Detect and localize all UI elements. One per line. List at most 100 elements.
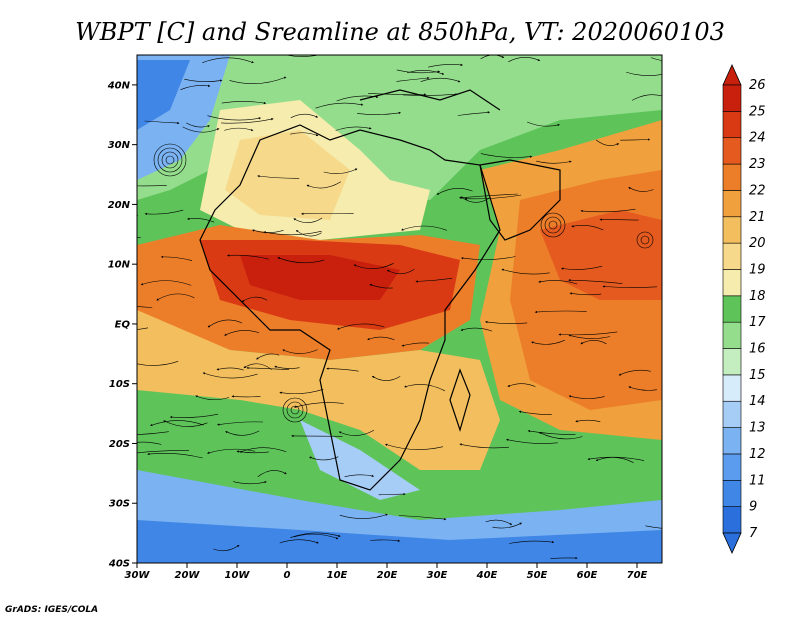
colorbar-swatch (722, 348, 742, 376)
lon-tick-label: 30E (427, 570, 448, 581)
vortex-ring (636, 231, 654, 249)
colorbar-high-arrow (722, 64, 742, 86)
streamline (480, 153, 533, 158)
colorbar-swatch (722, 216, 742, 244)
vortex-ring (640, 235, 650, 245)
streamline (207, 319, 243, 328)
lon-tick-label: 10W (225, 570, 251, 581)
streamline (645, 525, 662, 529)
streamline (338, 430, 375, 436)
streamline (150, 420, 204, 427)
streamline (147, 452, 203, 459)
streamline (160, 255, 193, 261)
streamline (224, 330, 260, 336)
streamline (531, 339, 565, 345)
colorbar-level-label: 15 (749, 368, 766, 383)
streamline (595, 139, 620, 146)
lon-tick-label: 60E (577, 570, 598, 581)
streamline (290, 132, 319, 137)
streamline (227, 254, 269, 260)
streamline (221, 101, 267, 105)
grads-credit: GrADS: IGES/COLA (5, 605, 98, 615)
streamline (561, 265, 603, 270)
streamline (428, 63, 463, 68)
streamline (137, 431, 169, 435)
streamline (236, 450, 269, 454)
streamline (239, 447, 287, 453)
streamline (256, 353, 280, 360)
streamline (217, 421, 264, 426)
streamline (290, 113, 319, 119)
streamline (263, 230, 322, 236)
streamline (538, 280, 578, 285)
streamline (371, 375, 401, 381)
streamline (207, 115, 262, 121)
streamline (367, 336, 395, 341)
streamline (460, 196, 490, 203)
map-title: WBPT [C] and Sreamline at 850hPa, VT: 20… (75, 18, 725, 46)
streamline (526, 121, 560, 127)
vortex-ring (286, 401, 304, 419)
streamline (137, 441, 162, 445)
streamline (186, 122, 210, 128)
streamline (279, 539, 319, 544)
latitude-axis: 40N 30N 20N 10N EQ 10S 20S 30S 40S (107, 80, 137, 570)
colorbar-swatch (722, 242, 742, 270)
lat-tick-label: EQ (115, 319, 131, 330)
streamline (558, 331, 618, 336)
longitude-axis: 30W 20W 10W 0 10E 20E 30E 40E 50E 60E 70E (125, 563, 648, 581)
colorbar-swatch (722, 479, 742, 507)
streamline (206, 448, 256, 454)
vortex-ring (544, 216, 562, 234)
lon-tick-label: 0 (284, 570, 291, 581)
colorbar-level-label: 19 (749, 262, 766, 277)
map-frame (136, 54, 663, 564)
colorbar-swatch (722, 427, 742, 455)
streamline (163, 420, 208, 427)
lat-tick-label: 20N (108, 200, 131, 211)
field-southern-tropics (137, 310, 500, 470)
colorbar-level-label: 26 (749, 78, 766, 93)
colorbar-level-label: 25 (749, 104, 766, 119)
vortex-ring (540, 212, 566, 238)
lat-tick-label: 20S (109, 439, 130, 450)
lon-tick-label: 20E (377, 570, 398, 581)
streamline (277, 257, 325, 264)
streamline (353, 263, 394, 269)
field-sahel-max (240, 255, 400, 300)
streamline (224, 127, 254, 132)
streamline (568, 395, 605, 399)
streamline (326, 367, 359, 372)
field-north-atlantic-cold (137, 60, 190, 130)
field-arabian-sea-core (540, 210, 662, 300)
streamline (628, 386, 658, 391)
vortex-ring (290, 405, 300, 415)
streamline (293, 217, 323, 223)
colorbar-level-label: 18 (749, 289, 766, 304)
streamline (182, 126, 220, 133)
streamline (602, 285, 658, 288)
streamline (370, 539, 401, 542)
lon-tick-label: 20W (175, 570, 201, 581)
streamline (257, 470, 287, 478)
streamline (618, 369, 651, 376)
arabia-coastline (479, 159, 561, 241)
streamlines (137, 55, 662, 560)
streamline (401, 342, 430, 347)
colorbar-level-label: 23 (749, 157, 766, 172)
streamline (599, 218, 639, 221)
vortex-ring (157, 147, 183, 173)
streamline (507, 383, 536, 387)
streamline (335, 126, 372, 131)
lon-tick-label: 10E (327, 570, 348, 581)
streamline (231, 395, 261, 398)
streamline (620, 138, 651, 141)
streamline (295, 229, 322, 237)
streamline (386, 268, 415, 275)
streamline (420, 77, 461, 83)
colorbar-level-label: 12 (749, 447, 766, 462)
lat-tick-label: 30S (109, 499, 130, 510)
colorbar-level-label: 17 (749, 315, 766, 330)
streamline (628, 187, 654, 192)
colorbar-swatch (722, 190, 742, 218)
